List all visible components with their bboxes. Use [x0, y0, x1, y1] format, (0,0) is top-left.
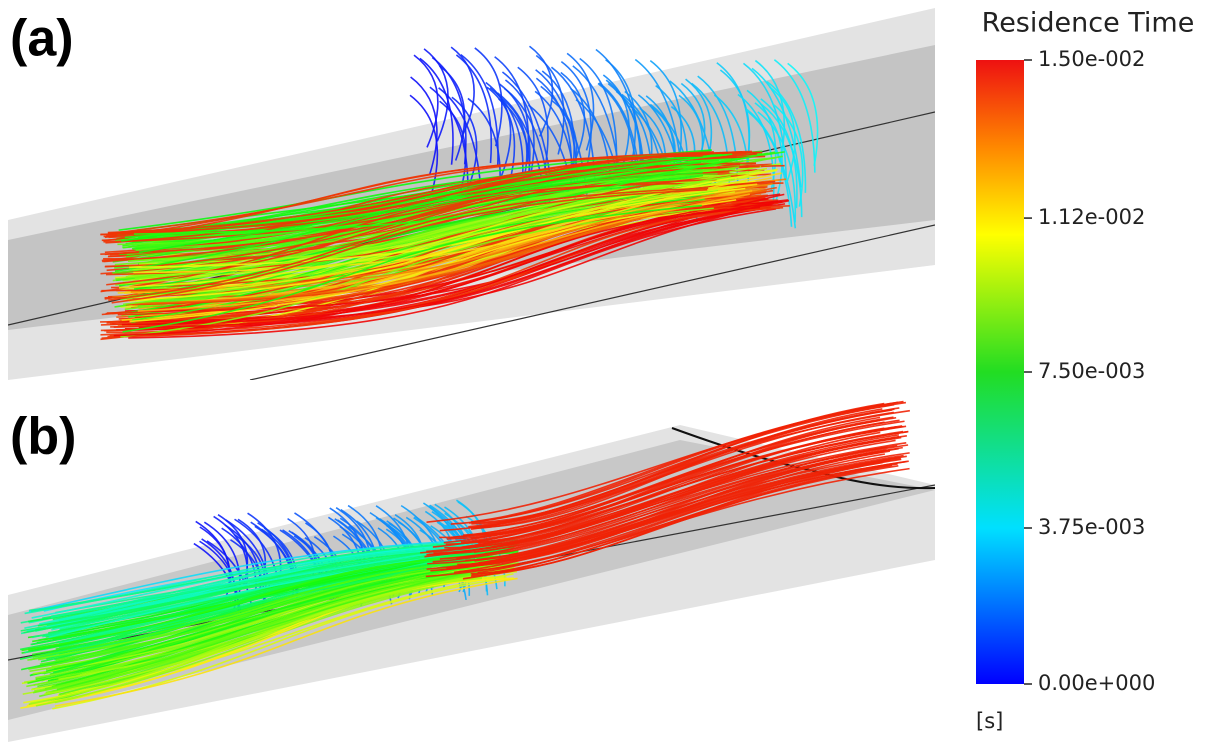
- tick-label: 1.50e-002: [1038, 47, 1145, 71]
- tick-label: 3.75e-003: [1038, 515, 1145, 539]
- figure: (a) (b) Residence Time [s] 1.50e-002 1.12…: [0, 0, 1214, 742]
- colorbar: [976, 60, 1024, 684]
- colorbar-title: Residence Time: [982, 8, 1195, 39]
- panel-a-scene: [8, 8, 935, 380]
- panel-label: (b): [10, 408, 76, 466]
- tick-label: 1.12e-002: [1038, 205, 1145, 229]
- tick-label: 7.50e-003: [1038, 359, 1145, 383]
- tick-label: 0.00e+000: [1038, 671, 1155, 695]
- colorbar-unit: [s]: [976, 709, 1003, 733]
- panel-b-scene: [8, 402, 935, 742]
- panel-label: (a): [10, 10, 74, 68]
